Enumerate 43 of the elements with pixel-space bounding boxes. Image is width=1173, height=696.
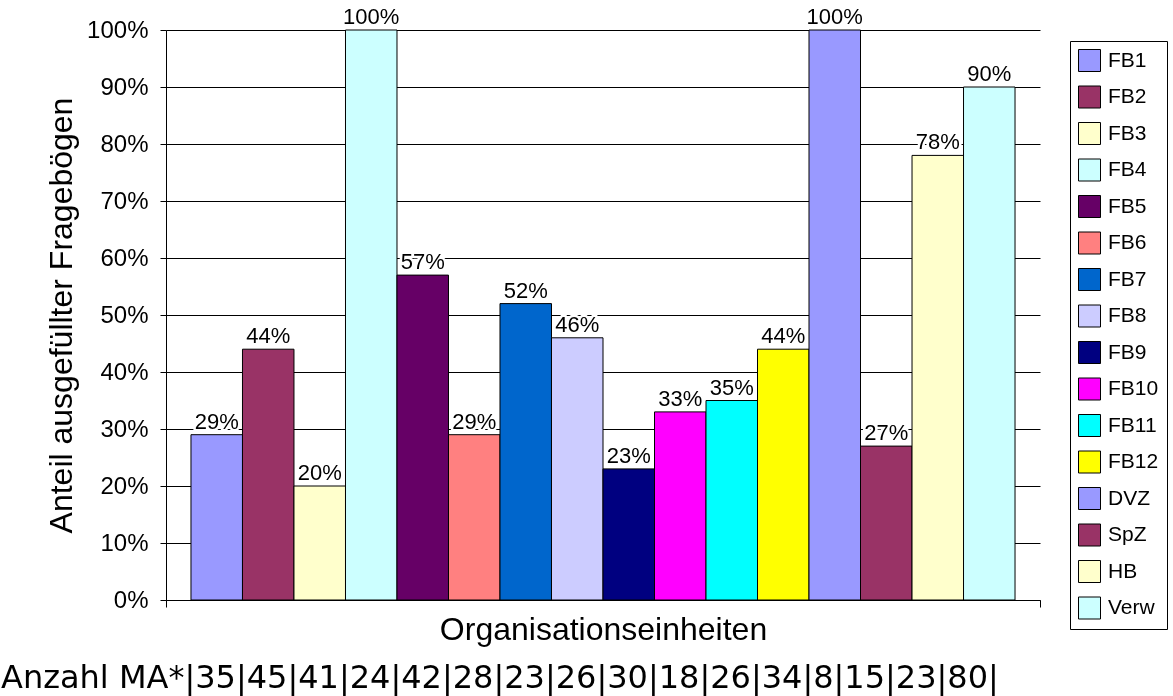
legend-label: FB3: [1108, 120, 1147, 144]
y-tick-label: 30%: [100, 414, 149, 442]
data-label: 29%: [194, 408, 239, 434]
data-label: 90%: [967, 61, 1012, 86]
data-label: 46%: [555, 311, 600, 337]
legend-label: SpZ: [1108, 522, 1147, 545]
text: Anzahl MA*|35|45|41|24|42|28|23|26|30|18|26|34|8|15|23|80|: [1, 658, 999, 696]
legend-label: Verw: [1108, 595, 1156, 618]
data-label: 35%: [709, 374, 754, 400]
data-label: 23%: [606, 442, 651, 468]
data-label: 33%: [658, 385, 703, 411]
legend-label: FB8: [1108, 303, 1147, 326]
legend-label: FB10: [1108, 376, 1159, 399]
y-tick-label: 90%: [100, 72, 149, 100]
y-tick-label: 70%: [100, 186, 149, 214]
data-label: 100%: [806, 4, 863, 29]
legend-label: FB5: [1108, 193, 1147, 217]
data-label: 44%: [246, 323, 291, 349]
legend-label: FB4: [1108, 157, 1147, 180]
data-label: 52%: [503, 277, 548, 303]
legend-label: FB12: [1108, 449, 1159, 472]
y-tick-label: 0%: [113, 585, 149, 613]
y-tick-label: 10%: [100, 528, 149, 556]
legend-label: FB1: [1108, 47, 1147, 71]
legend-label: HB: [1108, 558, 1138, 582]
y-tick-label: 50%: [100, 300, 149, 328]
x-axis-title: Organisationseinheiten: [439, 611, 768, 647]
data-label: 100%: [343, 4, 400, 29]
legend-label: FB2: [1108, 84, 1147, 107]
data-label: 44%: [761, 323, 806, 349]
y-tick-label: 100%: [87, 15, 149, 43]
legend-label: FB9: [1108, 339, 1147, 363]
y-tick-label: 80%: [100, 129, 149, 157]
legend-label: FB6: [1108, 230, 1147, 253]
data-label: 20%: [297, 460, 342, 485]
y-axis-title: Anteil ausgefüllter Fragebögen: [43, 97, 80, 534]
legend-label: FB11: [1108, 412, 1157, 436]
y-tick-label: 40%: [100, 357, 149, 385]
legend-label: DVZ: [1108, 485, 1151, 509]
y-tick-label: 20%: [100, 471, 149, 499]
legend-label: FB7: [1108, 266, 1147, 290]
data-label: 29%: [452, 408, 497, 434]
y-tick-label: 60%: [100, 243, 149, 271]
